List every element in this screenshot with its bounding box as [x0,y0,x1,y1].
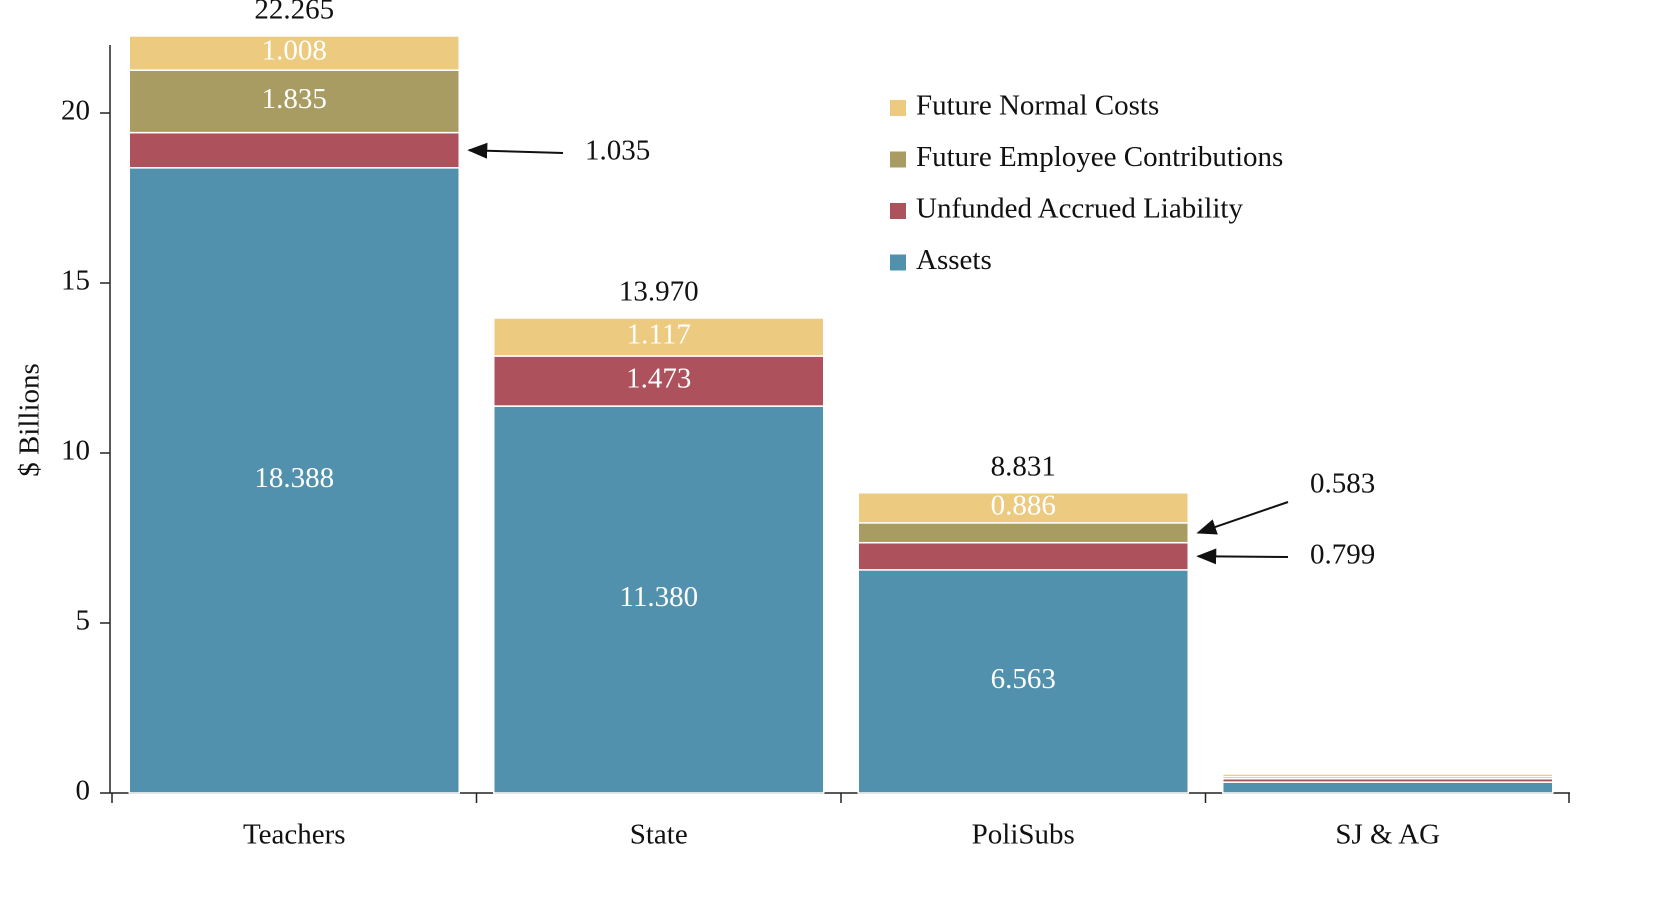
bar-segment [128,167,460,794]
y-axis-label: $ Billions [14,363,46,477]
legend-swatch [890,100,906,116]
legend-label: Future Normal Costs [916,90,1159,122]
bar-segment [128,131,460,169]
callout-arrow [1196,501,1289,535]
bar-segment [493,317,825,357]
data-label: 1.008 [262,35,327,67]
bar-segment [493,355,825,407]
data-label: 0.583 [1310,468,1375,500]
data-label: 11.380 [619,581,698,613]
y-tick-label: 20 [61,95,90,127]
y-tick-label: 10 [61,435,90,467]
callout-arrow [1196,548,1289,565]
x-tick-label: State [630,819,688,851]
legend-swatch [890,151,906,168]
total-label: 22.265 [254,0,334,26]
data-label: 1.117 [627,319,691,351]
total-label: 13.970 [619,276,699,308]
x-tick-label: Teachers [243,819,346,851]
data-label: 1.473 [626,363,691,395]
legend-swatch [890,203,906,219]
bar-segment [1222,773,1554,778]
x-tick-label: SJ & AG [1335,819,1440,851]
legend-swatch [890,254,906,271]
bar-segment [128,35,460,71]
bar-segment [857,541,1189,571]
data-label: 1.035 [585,135,650,167]
legend-label: Unfunded Accrued Liability [916,193,1243,225]
callout-arrow [467,142,564,159]
y-tick-label: 0 [76,775,91,807]
x-tick-label: PoliSubs [972,819,1075,851]
bar-segment [1222,781,1554,794]
bar-segment [857,569,1189,794]
y-tick-label: 15 [61,265,90,297]
legend-label: Future Employee Contributions [916,141,1283,173]
data-label: 1.835 [262,83,327,115]
bar-segment [857,522,1189,544]
data-label: 0.799 [1310,539,1375,571]
data-label: 18.388 [254,462,334,494]
data-label: 0.886 [991,489,1056,521]
data-label: 6.563 [991,663,1056,695]
total-label: 8.831 [991,450,1056,482]
bar-segment [857,491,1189,524]
legend-label: Assets [916,244,992,276]
y-tick-label: 5 [76,605,91,637]
